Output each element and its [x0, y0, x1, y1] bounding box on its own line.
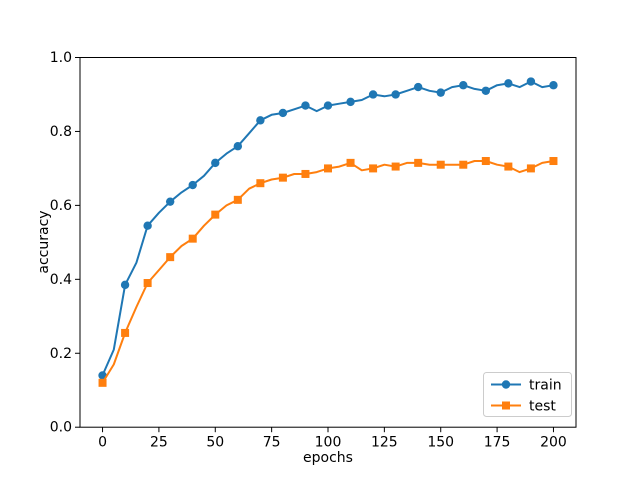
test-marker — [459, 160, 468, 169]
test-marker — [188, 234, 197, 243]
test-marker — [369, 164, 378, 173]
legend-item-test: test — [491, 399, 556, 415]
train-marker — [278, 108, 288, 118]
x-tick-label: 100 — [315, 435, 342, 451]
test-marker — [121, 328, 130, 337]
train-marker — [165, 197, 175, 206]
y-tick-label: 0.6 — [50, 198, 72, 214]
test-marker — [414, 158, 423, 167]
legend-item-train: train — [491, 378, 562, 394]
x-tick-label: 25 — [150, 435, 168, 451]
test-marker — [324, 164, 332, 173]
x-tick-label: 75 — [263, 435, 281, 451]
y-tick-label: 1.0 — [50, 50, 72, 66]
train-marker — [188, 180, 197, 190]
x-tick-label: 125 — [371, 435, 398, 451]
y-tick-label: 0.2 — [50, 346, 72, 362]
train-marker — [143, 221, 152, 230]
plot-area — [80, 57, 576, 428]
y-tick-label: 0.8 — [50, 124, 72, 140]
legend-label-test: test — [529, 399, 556, 415]
test-marker — [436, 160, 445, 169]
train-marker — [504, 79, 513, 88]
test-marker — [549, 157, 558, 166]
y-axis: 0.0 0.2 0.4 0.6 0.8 1.0 — [50, 50, 80, 436]
train-marker — [301, 101, 310, 110]
train-marker — [346, 97, 355, 107]
test-marker — [278, 173, 287, 182]
test-marker — [166, 253, 175, 262]
train-marker — [526, 77, 536, 86]
y-tick-label: 0.4 — [50, 272, 72, 288]
train-marker — [120, 280, 130, 290]
test-marker — [233, 195, 242, 204]
y-tick-label: 0.0 — [50, 420, 72, 436]
x-tick-label: 50 — [206, 435, 224, 451]
test-marker — [391, 162, 400, 171]
y-axis-label: accuracy — [36, 210, 52, 273]
train-marker — [211, 158, 220, 168]
test-marker — [526, 164, 535, 173]
x-axis-label: epochs — [303, 450, 353, 466]
legend-label-train: train — [529, 378, 562, 394]
train-marker — [481, 86, 491, 95]
test-marker — [504, 162, 513, 171]
series-lines — [98, 77, 558, 387]
train-marker — [459, 81, 468, 90]
test-marker — [346, 158, 355, 167]
train-marker — [368, 90, 378, 99]
test-marker — [211, 210, 220, 219]
legend: train test — [483, 372, 572, 417]
test-marker — [481, 157, 490, 166]
train-marker — [323, 101, 333, 110]
test-marker — [143, 279, 152, 288]
axes-border — [79, 57, 577, 428]
test-marker — [256, 179, 265, 188]
train-marker — [436, 88, 445, 97]
train-marker — [549, 81, 558, 90]
train-marker — [413, 82, 423, 92]
x-tick-label: 200 — [540, 435, 567, 451]
train-marker — [256, 116, 265, 125]
train-marker — [391, 90, 400, 99]
legend-train-marker-icon — [501, 380, 511, 389]
x-axis: 0 25 50 75 100 125 150 175 200 — [98, 427, 567, 451]
x-tick-label: 0 — [98, 435, 107, 451]
x-tick-label: 175 — [484, 435, 511, 451]
x-tick-label: 150 — [427, 435, 454, 451]
train-marker — [233, 142, 243, 151]
test-marker — [301, 169, 310, 178]
legend-test-marker-icon — [502, 401, 510, 410]
test-marker — [98, 378, 107, 387]
